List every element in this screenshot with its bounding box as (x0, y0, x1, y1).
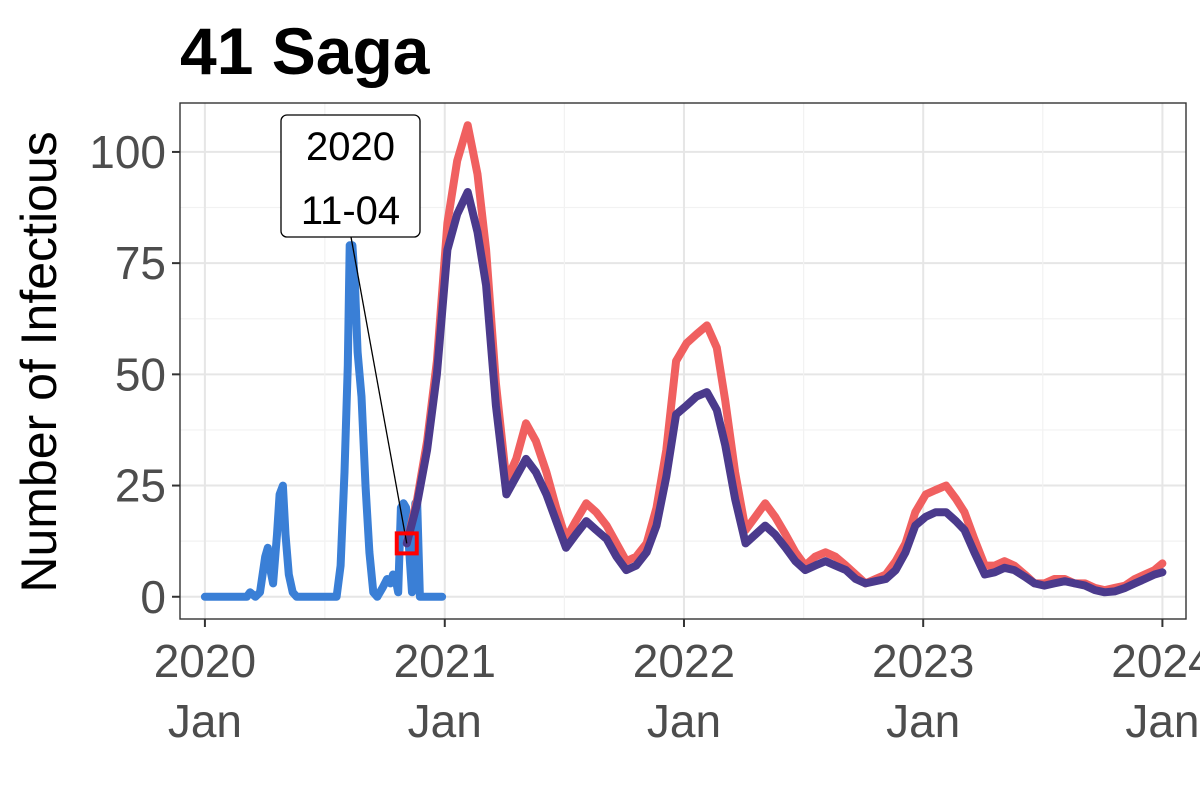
date-annotation: 2020 11-04 (280, 114, 421, 556)
x-tick-year-label: 2023 (872, 635, 974, 687)
x-tick-month-label: Jan (1125, 695, 1199, 747)
chart-title: 41 Saga (180, 14, 431, 88)
series-line-1 (200, 241, 447, 601)
x-tick-month-label: Jan (168, 695, 242, 747)
x-tick-month-label: Jan (886, 695, 960, 747)
y-tick-label: 50 (115, 348, 166, 400)
y-axis: 0 25 50 75 100 (89, 126, 180, 623)
x-tick-year-label: 2020 (154, 635, 256, 687)
annotation-year: 2020 (306, 125, 395, 169)
x-axis: 2020 Jan 2021 Jan 2022 Jan 2023 Jan 2024 Jan (154, 619, 1200, 747)
x-tick-month-label: Jan (408, 695, 482, 747)
annotation-leader-line (350, 236, 408, 544)
y-tick-label: 75 (115, 237, 166, 289)
x-tick-year-label: 2024 (1111, 635, 1200, 687)
x-tick-month-label: Jan (647, 695, 721, 747)
y-tick-label: 0 (140, 571, 166, 623)
series-line-3 (402, 188, 1167, 597)
annotation-date: 11-04 (301, 189, 400, 233)
y-axis-label: Number of Infectious (11, 131, 67, 592)
annotation-marker (394, 531, 419, 556)
y-tick-label: 100 (89, 126, 166, 178)
annotation-label-box (280, 114, 421, 238)
y-tick-label: 25 (115, 460, 166, 512)
series-layer (200, 121, 1167, 601)
x-tick-year-label: 2022 (633, 635, 735, 687)
series-line-2 (402, 121, 1167, 595)
x-tick-year-label: 2021 (394, 635, 496, 687)
